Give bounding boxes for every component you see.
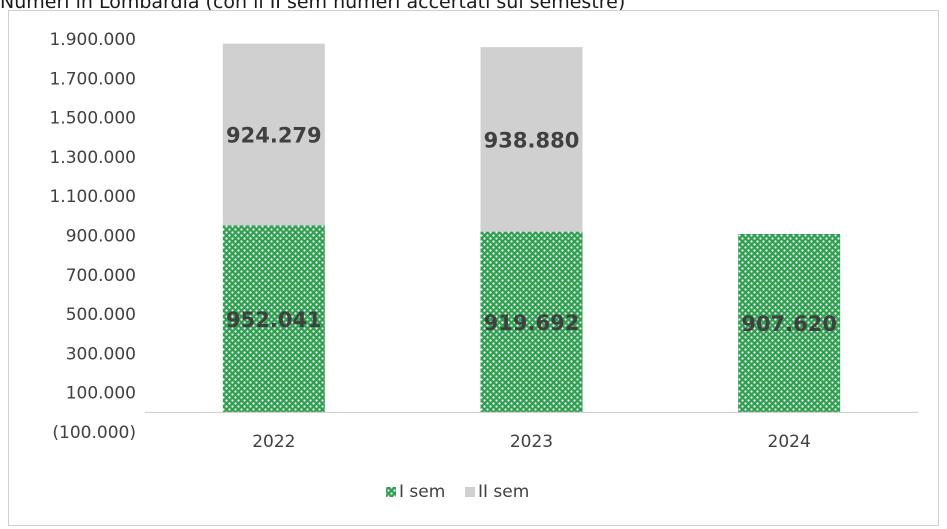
chart-frame	[8, 10, 939, 526]
bars	[222, 43, 841, 413]
y-tick-label: 300.000	[66, 344, 136, 364]
legend-swatch	[465, 487, 475, 497]
x-axis: 2022 2023 2024	[252, 432, 811, 452]
legend-label: I sem	[399, 482, 445, 502]
y-tick-label: 1.900.000	[49, 30, 136, 50]
y-axis: (100.000) 100.000 300.000 500.000 700.000 900…	[49, 30, 136, 443]
y-tick-label: 700.000	[66, 266, 136, 286]
y-tick-label: 1.300.000	[49, 148, 136, 168]
data-label: 938.880	[484, 128, 580, 152]
bar-i-sem-2023	[480, 231, 583, 413]
y-tick-label: 1.500.000	[49, 109, 136, 129]
x-tick-label: 2022	[252, 432, 295, 452]
data-label: 907.620	[741, 312, 837, 336]
legend: I sem II sem	[386, 482, 529, 502]
bar-i-sem-2022	[222, 225, 325, 413]
y-tick-label: 1.100.000	[49, 187, 136, 207]
x-tick-label: 2024	[768, 432, 811, 452]
data-label: 952.041	[226, 308, 322, 332]
y-tick-label: 100.000	[66, 384, 136, 404]
bar-ii-sem-2022	[222, 43, 325, 226]
y-tick-label: 900.000	[66, 227, 136, 247]
y-tick-label: 500.000	[66, 305, 136, 325]
bar-i-sem-2024	[738, 234, 841, 413]
y-tick-label: (100.000)	[52, 423, 136, 443]
data-labels: 952.041 924.279 919.692 938.880 907.620	[226, 123, 837, 336]
data-label: 924.279	[226, 123, 322, 147]
legend-label: II sem	[478, 482, 529, 502]
y-tick-label: 1.700.000	[49, 69, 136, 89]
data-label: 919.692	[484, 311, 580, 335]
x-tick-label: 2023	[510, 432, 553, 452]
chart-title: Numeri in Lombardia (con il II sem numer…	[0, 0, 626, 13]
legend-swatch	[386, 487, 396, 497]
bar-ii-sem-2023	[480, 47, 583, 232]
